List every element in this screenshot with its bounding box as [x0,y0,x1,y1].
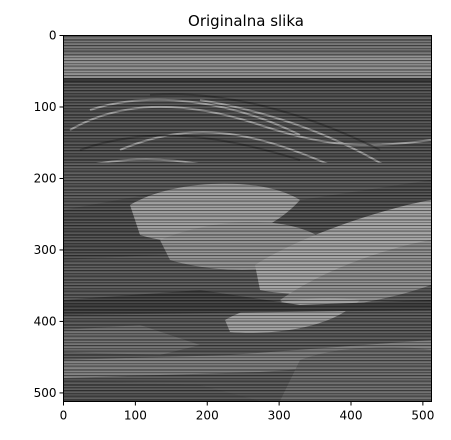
x-tick-label: 200 [196,409,219,423]
x-tick-label: 500 [411,409,434,423]
plot-frame [63,35,432,402]
y-tick-label: 500 [34,386,57,400]
y-tick-label: 100 [34,100,57,114]
x-tick-label: 400 [340,409,363,423]
x-tick-label: 300 [268,409,291,423]
y-axis: 0 100 200 300 400 500 [34,29,64,400]
grayscale-image [63,35,432,402]
y-tick-label: 0 [49,29,57,43]
x-axis: 0 100 200 300 400 500 [60,401,434,423]
y-tick-label: 300 [34,243,57,257]
x-tick-label: 100 [124,409,147,423]
x-tick-label: 0 [60,409,68,423]
y-tick-label: 400 [34,314,57,328]
y-tick-label: 200 [34,171,57,185]
chart-title: Originalna slika [188,12,304,30]
